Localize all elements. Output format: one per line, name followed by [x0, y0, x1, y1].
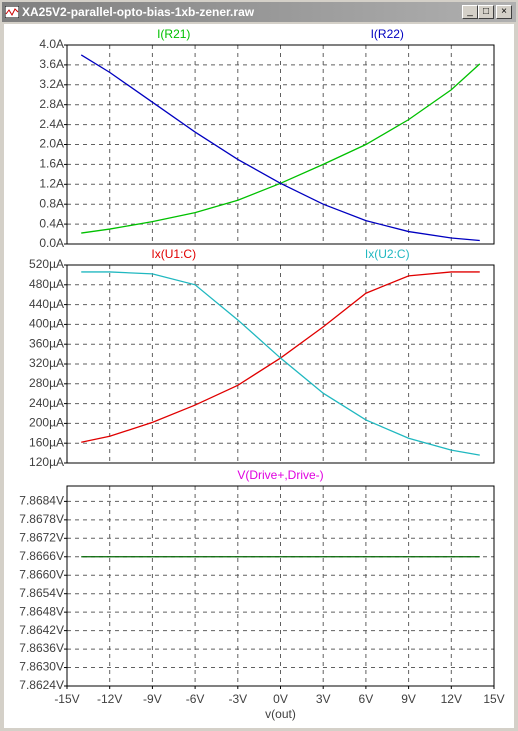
- plot-area: 0.0A 0.4A 0.8A 1.2A 1.6A 2.0A 2.4A 2.8A 3.2A 3.6A…: [4, 24, 514, 728]
- x-axis-label: v(out): [265, 707, 296, 721]
- y-tick-label: 120µA: [29, 455, 64, 469]
- y-tick-label: 7.8624V: [19, 678, 64, 692]
- y-tick-label: 2.4A: [39, 117, 64, 131]
- x-tick-label: 12V: [441, 692, 462, 706]
- legend-label: Ix(U1:C): [151, 247, 196, 261]
- y-tick-label: 240µA: [29, 396, 64, 410]
- y-tick-label: 160µA: [29, 435, 64, 449]
- y-tick-label: 7.8642V: [19, 623, 64, 637]
- y-tick-label: 7.8672V: [19, 530, 64, 544]
- x-tick-label: -12V: [97, 692, 122, 706]
- x-tick-label: 6V: [359, 692, 374, 706]
- y-tick-label: 440µA: [29, 297, 64, 311]
- legend-label: V(Drive+,Drive-): [237, 468, 323, 482]
- minimize-button[interactable]: _: [462, 5, 478, 19]
- y-tick-label: 2.8A: [39, 97, 64, 111]
- y-tick-label: 4.0A: [39, 37, 64, 51]
- y-tick-label: 7.8636V: [19, 641, 64, 655]
- pane-border: [66, 44, 495, 245]
- x-tick-label: 3V: [316, 692, 331, 706]
- y-tick-label: 1.6A: [39, 157, 64, 171]
- y-tick-label: 7.8630V: [19, 660, 64, 674]
- y-tick-label: 0.8A: [39, 196, 64, 210]
- window-title: XA25V2-parallel-opto-bias-1xb-zener.raw: [22, 5, 255, 19]
- x-tick-label: 9V: [401, 692, 416, 706]
- y-tick-label: 0.0A: [39, 236, 64, 250]
- x-tick-label: -15V: [54, 692, 79, 706]
- y-tick-label: 200µA: [29, 416, 64, 430]
- y-tick-label: 7.8660V: [19, 567, 64, 581]
- y-tick-label: 280µA: [29, 376, 64, 390]
- y-tick-label: 7.8648V: [19, 604, 64, 618]
- y-tick-label: 0.4A: [39, 216, 64, 230]
- title-bar: XA25V2-parallel-opto-bias-1xb-zener.raw …: [2, 2, 516, 22]
- x-tick-label: -9V: [143, 692, 162, 706]
- close-button[interactable]: ×: [496, 5, 512, 19]
- y-tick-label: 320µA: [29, 356, 64, 370]
- x-tick-label: 0V: [273, 692, 288, 706]
- legend-label: Ix(U2:C): [365, 247, 410, 261]
- y-tick-label: 7.8666V: [19, 549, 64, 563]
- series-line: [80, 54, 480, 242]
- y-tick-label: 7.8678V: [19, 512, 64, 526]
- x-tick-label: -3V: [228, 692, 247, 706]
- y-tick-label: 3.2A: [39, 77, 64, 91]
- y-tick-label: 7.8684V: [19, 494, 64, 508]
- pane-border: [66, 264, 495, 464]
- y-tick-label: 480µA: [29, 277, 64, 291]
- y-tick-label: 1.2A: [39, 176, 64, 190]
- y-tick-label: 360µA: [29, 336, 64, 350]
- x-tick-label: -6V: [186, 692, 205, 706]
- maximize-button[interactable]: □: [478, 5, 494, 19]
- y-tick-label: 7.8654V: [19, 586, 64, 600]
- x-tick-label: 15V: [483, 692, 504, 706]
- y-tick-label: 2.0A: [39, 137, 64, 151]
- series-line: [81, 271, 480, 456]
- y-tick-label: 520µA: [29, 257, 64, 271]
- plot-background: [4, 24, 514, 728]
- app-icon: [5, 6, 19, 18]
- y-tick-label: 400µA: [29, 317, 64, 331]
- y-tick-label: 3.6A: [39, 57, 64, 71]
- legend-label: I(R22): [371, 27, 404, 41]
- legend-label: I(R21): [157, 27, 190, 41]
